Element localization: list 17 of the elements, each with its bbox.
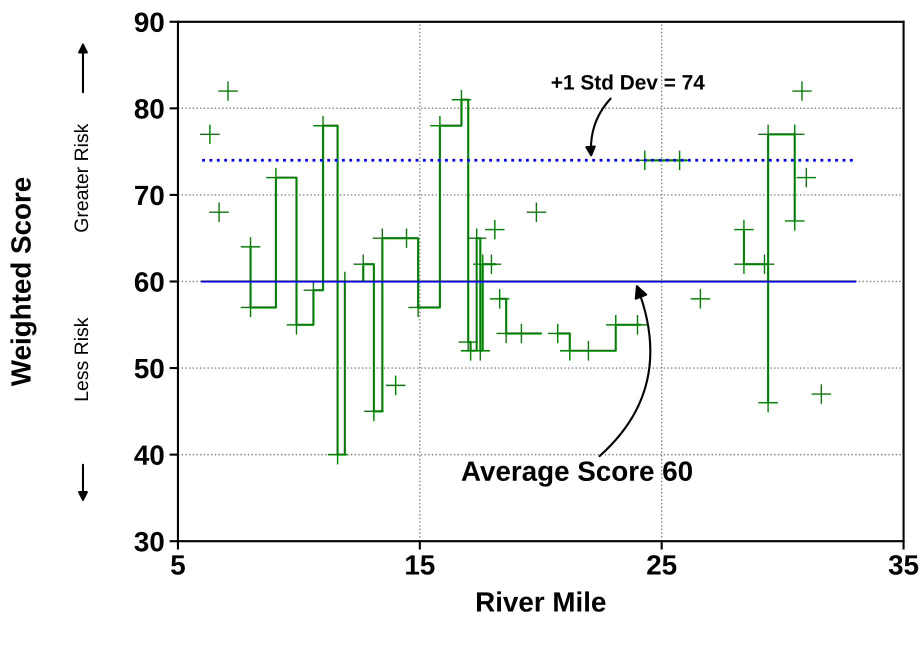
x-tick-label: 15 (406, 555, 434, 575)
text: Less Risk (74, 318, 88, 400)
y-tick-label: 40 (134, 445, 164, 465)
y-tick-label: 60 (134, 272, 164, 292)
y-tick-label: 30 (134, 532, 164, 552)
y-tick-label: 90 (134, 12, 164, 32)
y-tick-label: 50 (134, 358, 164, 378)
x-tick-label: 35 (888, 555, 918, 575)
ref-line-label: +1 Std Dev = 74 (552, 74, 705, 90)
x-axis-title: River Mile (477, 591, 606, 612)
ref-line-label: Average Score 60 (462, 461, 692, 487)
y-axis-title: Weighted Score (10, 178, 36, 386)
text: Greater Risk (74, 124, 88, 232)
x-tick-label: 5 (171, 555, 185, 575)
y-tick-label: 70 (135, 186, 164, 206)
y-tick-label: 80 (134, 99, 164, 119)
x-tick-label: 25 (647, 555, 676, 575)
